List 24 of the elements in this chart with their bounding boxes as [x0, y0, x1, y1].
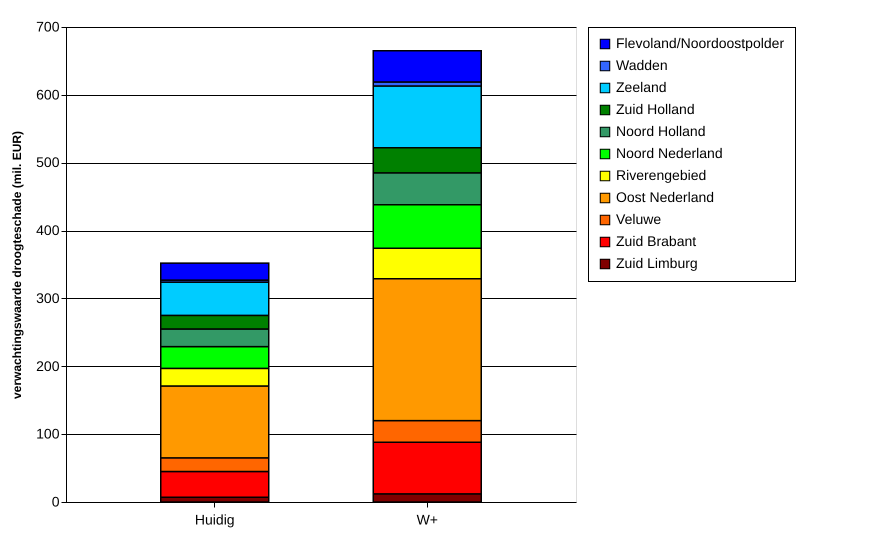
legend-label: Oost Nederland [616, 189, 714, 205]
legend-label: Riverengebied [616, 167, 706, 183]
legend-label: Flevoland/Noordoostpolder [616, 35, 784, 51]
legend-label: Zuid Limburg [616, 255, 698, 271]
legend-label: Zuid Brabant [616, 233, 696, 249]
bar [372, 50, 482, 83]
legend-label: Zuid Holland [616, 101, 695, 117]
legend-label: Wadden [616, 57, 668, 73]
legend-label: Noord Nederland [616, 145, 723, 161]
y-axis-title: verwachtingswaarde droogteschade (mil. EUR) [10, 130, 24, 400]
y-tick-label: 0 [52, 494, 60, 510]
y-tick-label: 200 [36, 358, 60, 374]
y-tick-label: 400 [36, 222, 60, 238]
x-tick-label: W+ [416, 512, 438, 528]
y-tick-label: 300 [36, 290, 60, 306]
legend-label: Zeeland [616, 79, 667, 95]
y-tick-label: 600 [36, 86, 60, 102]
legend-label: Veluwe [616, 211, 662, 227]
legend-label: Noord Holland [616, 123, 706, 139]
bar [160, 262, 270, 281]
y-tick-label: 700 [36, 18, 60, 34]
y-tick-label: 100 [36, 426, 60, 442]
x-tick-label: Huidig [194, 512, 235, 528]
y-tick-label: 500 [36, 154, 60, 170]
